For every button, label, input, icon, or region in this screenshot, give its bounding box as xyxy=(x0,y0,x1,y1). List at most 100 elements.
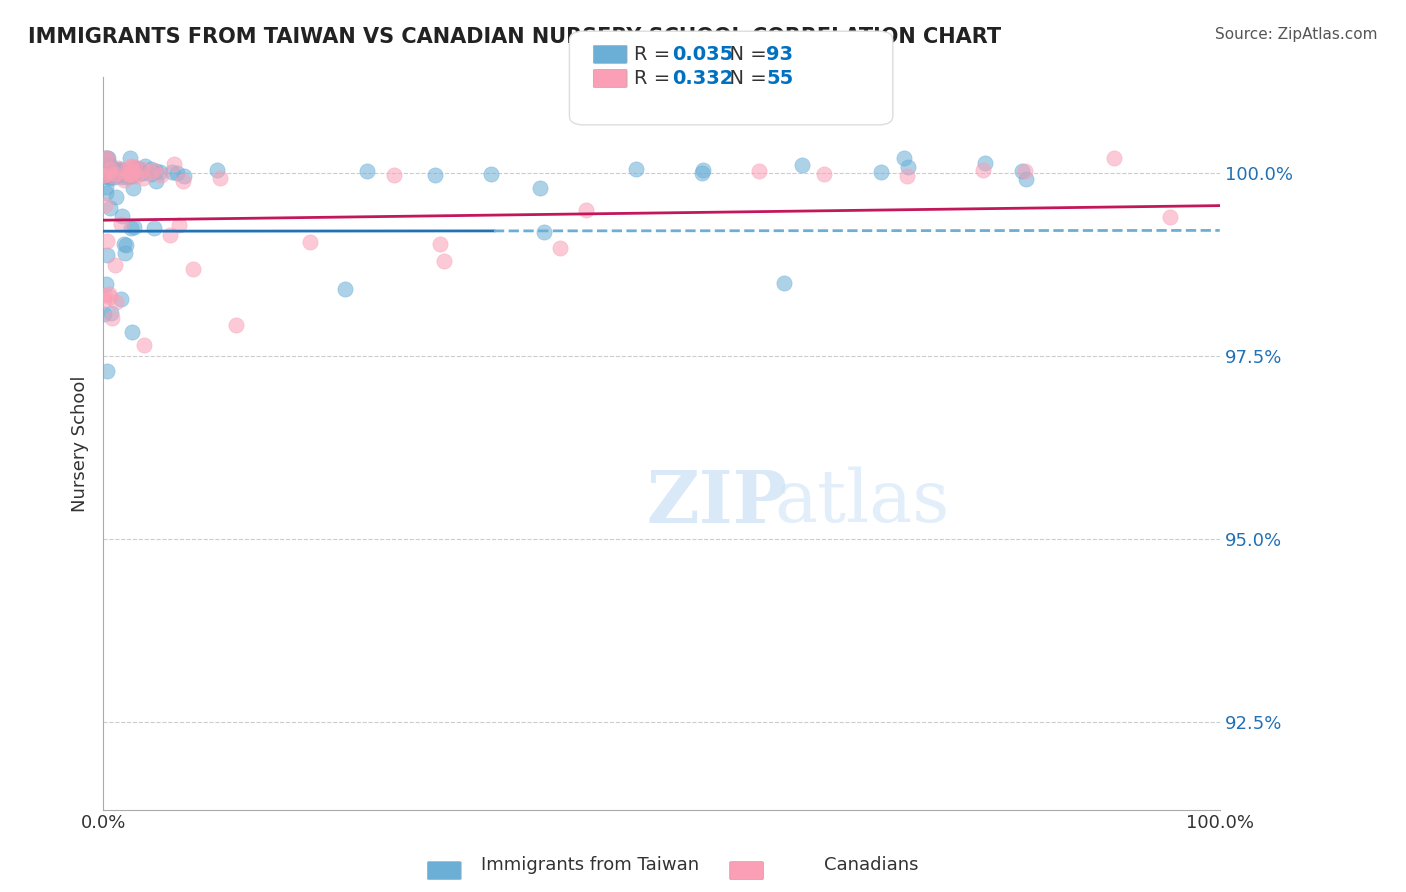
Text: R =: R = xyxy=(634,45,676,64)
Point xyxy=(115,168,138,182)
Point xyxy=(98,290,121,304)
Point xyxy=(111,169,134,184)
Point xyxy=(550,241,572,255)
Point xyxy=(120,160,142,174)
Point xyxy=(159,228,181,243)
Point xyxy=(120,159,142,173)
Point xyxy=(692,166,714,180)
Point xyxy=(128,162,150,177)
Point xyxy=(104,163,127,178)
Text: 0.332: 0.332 xyxy=(672,69,734,88)
Point xyxy=(117,162,139,177)
Point xyxy=(98,158,121,172)
Point xyxy=(225,318,247,333)
Point xyxy=(93,151,115,165)
Point xyxy=(533,225,555,239)
Y-axis label: Nursery School: Nursery School xyxy=(72,376,89,512)
Point xyxy=(172,174,194,188)
Text: Immigrants from Taiwan: Immigrants from Taiwan xyxy=(481,856,700,874)
Text: N =: N = xyxy=(717,45,773,64)
Point xyxy=(893,151,915,165)
Point xyxy=(529,181,551,195)
Point xyxy=(105,164,128,178)
Point xyxy=(575,202,598,217)
Point xyxy=(105,295,128,310)
Point xyxy=(125,161,148,176)
Point xyxy=(124,161,146,176)
Point xyxy=(120,151,142,165)
Point xyxy=(145,174,167,188)
Point xyxy=(104,258,127,272)
Text: atlas: atlas xyxy=(775,467,950,537)
Point xyxy=(97,151,120,165)
Text: N =: N = xyxy=(717,69,773,88)
Point xyxy=(108,163,131,178)
Point xyxy=(121,169,143,183)
Point xyxy=(209,171,232,186)
Point xyxy=(142,163,165,178)
Point xyxy=(98,169,121,184)
Point xyxy=(115,238,138,252)
Point xyxy=(104,167,127,181)
Point xyxy=(98,286,121,301)
Point xyxy=(100,305,122,319)
Point xyxy=(100,165,122,179)
Point xyxy=(101,165,124,179)
Point xyxy=(93,169,115,183)
Point xyxy=(94,169,117,183)
Point xyxy=(93,288,115,302)
Point xyxy=(93,169,115,183)
Point xyxy=(356,164,378,178)
Point xyxy=(121,181,143,195)
Point xyxy=(96,151,118,165)
Text: 55: 55 xyxy=(766,69,793,88)
Point xyxy=(145,163,167,178)
Point xyxy=(122,219,145,234)
Point xyxy=(115,170,138,185)
Text: IMMIGRANTS FROM TAIWAN VS CANADIAN NURSERY SCHOOL CORRELATION CHART: IMMIGRANTS FROM TAIWAN VS CANADIAN NURSE… xyxy=(28,27,1001,46)
Point xyxy=(98,162,121,177)
Point xyxy=(207,162,229,177)
Point xyxy=(1014,171,1036,186)
Point xyxy=(98,164,121,178)
Point xyxy=(108,166,131,180)
Point xyxy=(100,163,122,178)
Point xyxy=(108,168,131,182)
Point xyxy=(94,198,117,212)
Point xyxy=(93,166,115,180)
Point xyxy=(96,364,118,378)
Point xyxy=(104,165,127,179)
Point xyxy=(120,221,142,235)
Point xyxy=(96,248,118,262)
Point xyxy=(131,161,153,176)
Point xyxy=(134,159,156,173)
Point xyxy=(1014,164,1036,178)
Point xyxy=(93,165,115,179)
Text: 0.035: 0.035 xyxy=(672,45,734,64)
Point xyxy=(813,167,835,181)
Point xyxy=(112,173,135,187)
Point xyxy=(423,168,446,182)
Point xyxy=(103,161,125,176)
Point xyxy=(117,167,139,181)
Point xyxy=(139,167,162,181)
Point xyxy=(124,160,146,174)
Point xyxy=(162,157,184,171)
Point xyxy=(101,311,124,326)
Point xyxy=(162,165,184,179)
Point xyxy=(132,165,155,179)
Point xyxy=(150,168,173,182)
Point xyxy=(141,162,163,177)
Point xyxy=(773,277,796,291)
Point xyxy=(896,169,918,183)
Point xyxy=(105,189,128,203)
Point xyxy=(98,166,121,180)
Point xyxy=(125,169,148,183)
Point xyxy=(181,261,204,276)
Point xyxy=(790,158,813,172)
Point xyxy=(382,169,405,183)
Point xyxy=(93,151,115,165)
Point xyxy=(96,165,118,179)
Point xyxy=(96,151,118,165)
Point xyxy=(110,292,132,306)
